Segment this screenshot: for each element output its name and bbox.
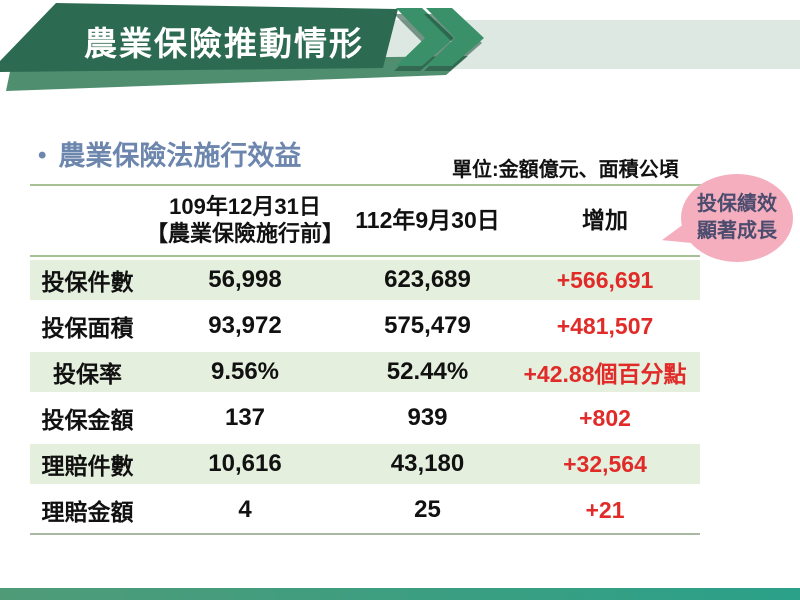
bullet-icon: • <box>38 142 47 169</box>
value-after: 43,180 <box>390 450 465 477</box>
header-before-line1: 109年12月31日 <box>169 193 321 219</box>
row-label: 投保率 <box>53 361 122 387</box>
header-before: 109年12月31日 【農業保險施行前】 <box>145 194 345 248</box>
unit-note: 單位:金額億元、面積公頃 <box>452 159 679 181</box>
value-increase: +32,564 <box>563 450 647 477</box>
callout-bubble: 投保績效 顯著成長 <box>681 174 793 262</box>
table-row: 投保率 9.56% 52.44% +42.88個百分點 <box>30 349 700 395</box>
value-increase: +42.88個百分點 <box>523 361 687 387</box>
header-before-line2: 【農業保險施行前】 <box>145 220 344 246</box>
row-label: 理賠金額 <box>41 499 134 525</box>
section-heading: • 農業保險法施行效益 <box>38 134 301 173</box>
banner-shape <box>0 3 398 72</box>
row-label: 投保金額 <box>41 407 134 433</box>
row-label: 投保件數 <box>41 269 134 295</box>
value-increase: +802 <box>579 404 631 431</box>
header-after: 112年9月30日 <box>355 207 500 234</box>
stats-table: 109年12月31日 【農業保險施行前】 112年9月30日 增加 投保件數 5… <box>30 186 700 535</box>
value-increase: +21 <box>585 496 625 523</box>
value-before: 56,998 <box>208 266 282 293</box>
row-label: 理賠件數 <box>41 453 134 479</box>
chevron-right-icon <box>426 8 484 66</box>
value-before: 137 <box>224 404 266 431</box>
value-before: 4 <box>238 496 252 523</box>
value-after: 52.44% <box>386 358 469 385</box>
table-row: 投保金額 137 939 +802 <box>30 395 700 441</box>
header-increase: 增加 <box>582 207 628 234</box>
value-after: 623,689 <box>384 266 471 293</box>
callout-line1: 投保績效 <box>697 193 777 215</box>
chevron-right-icon <box>396 8 454 66</box>
page-title: 農業保險推動情形 <box>84 25 364 62</box>
row-label: 投保面積 <box>41 315 134 341</box>
value-increase: +481,507 <box>556 312 654 339</box>
value-increase: +566,691 <box>556 266 654 293</box>
table-row: 理賠件數 10,616 43,180 +32,564 <box>30 441 700 487</box>
table-row: 投保件數 56,998 623,689 +566,691 <box>30 257 700 303</box>
callout-line2: 顯著成長 <box>697 220 777 242</box>
table-row: 理賠金額 4 25 +21 <box>30 487 700 533</box>
value-after: 25 <box>414 496 441 523</box>
banner-decoration <box>0 3 800 91</box>
table-row: 投保面積 93,972 575,479 +481,507 <box>30 303 700 349</box>
value-after: 575,479 <box>384 312 471 339</box>
footer-bar <box>0 588 800 600</box>
table-header-row: 109年12月31日 【農業保險施行前】 112年9月30日 增加 <box>30 186 700 257</box>
value-after: 939 <box>407 404 448 431</box>
value-before: 9.56% <box>210 358 280 385</box>
value-before: 10,616 <box>208 450 282 477</box>
section-heading-text: 農業保險法施行效益 <box>58 141 302 171</box>
value-before: 93,972 <box>208 312 282 339</box>
divider-line <box>30 184 702 186</box>
